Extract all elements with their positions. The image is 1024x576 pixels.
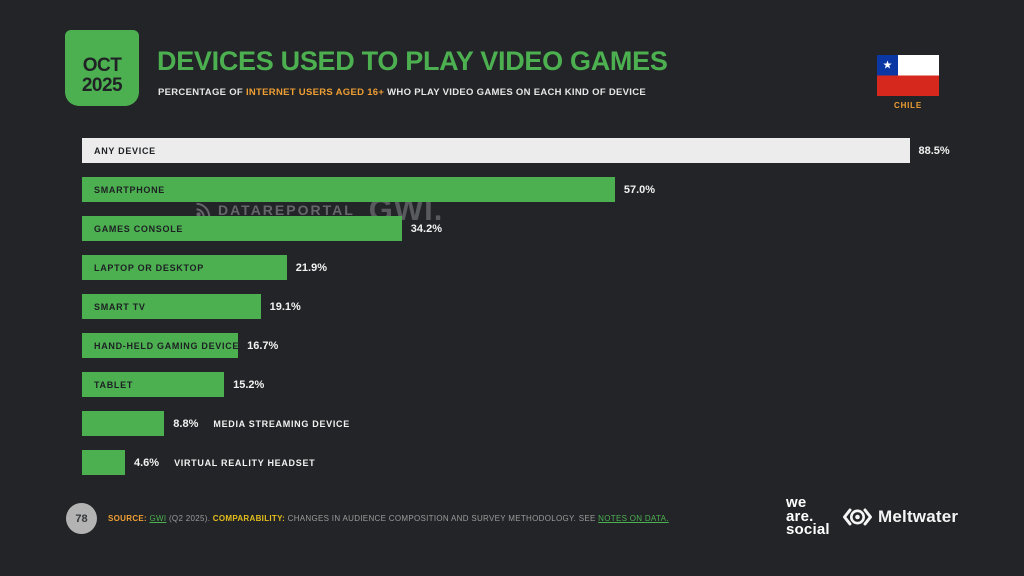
bar: HAND-HELD GAMING DEVICE: [82, 333, 238, 358]
country-label: CHILE: [894, 101, 922, 110]
bar-chart: ANY DEVICE 88.5% SMARTPHONE 57.0% GAMES CONS…: [82, 138, 1017, 489]
meltwater-icon: [843, 508, 872, 526]
bar: LAPTOP OR DESKTOP: [82, 255, 287, 280]
source-detail: (Q2 2025).: [168, 514, 211, 523]
bar-label: ANY DEVICE: [94, 145, 156, 156]
bar-label: VIRTUAL REALITY HEADSET: [174, 457, 316, 468]
wearesocial-line-2: are.: [786, 507, 814, 525]
bar-value: 19.1%: [269, 300, 301, 313]
bar-value: 88.5%: [918, 144, 950, 157]
bar-value: 34.2%: [410, 222, 442, 235]
bar: [82, 450, 125, 475]
bar-row: SMART TV 19.1%: [82, 294, 1017, 319]
bar: SMART TV: [82, 294, 261, 319]
bar-label: MEDIA STREAMING DEVICE: [213, 418, 350, 429]
subtitle: PERCENTAGE OF INTERNET USERS AGED 16+ WH…: [158, 87, 646, 98]
bar-row: LAPTOP OR DESKTOP 21.9%: [82, 255, 1017, 280]
bar-label: TABLET: [94, 379, 134, 390]
we-are-social-logo: we are. social: [786, 494, 830, 538]
bar-value: 21.9%: [295, 261, 327, 274]
comparability-label: COMPARABILITY:: [212, 514, 286, 523]
bar-value: 57.0%: [623, 183, 656, 196]
meltwater-logo: Meltwater: [841, 506, 958, 528]
watermark-brand: DATAREPORTAL: [218, 202, 355, 218]
wearesocial-line-1: we: [786, 494, 807, 511]
subtitle-suffix: WHO PLAY VIDEO GAMES ON EACH KIND OF DEV…: [384, 87, 647, 98]
datareportal-icon: [196, 202, 211, 217]
bar-row: 8.8% MEDIA STREAMING DEVICE: [82, 411, 1017, 436]
subtitle-highlight: INTERNET USERS AGED 16+: [245, 87, 385, 98]
bar: ANY DEVICE: [82, 138, 910, 163]
bar-row: GAMES CONSOLE 34.2%: [82, 216, 1017, 241]
bar-label: LAPTOP OR DESKTOP: [94, 262, 204, 273]
bar: GAMES CONSOLE: [82, 216, 402, 241]
source-link[interactable]: GWI: [149, 514, 167, 523]
chile-flag-icon: [877, 55, 939, 96]
page-title: DEVICES USED TO PLAY VIDEO GAMES: [157, 46, 668, 76]
bar-row: TABLET 15.2%: [82, 372, 1017, 397]
page-number-badge: 78: [66, 503, 97, 534]
bar: TABLET: [82, 372, 225, 397]
notes-on-data-link[interactable]: NOTES ON DATA.: [598, 514, 669, 523]
bar-label: HAND-HELD GAMING DEVICE: [94, 340, 240, 351]
bar: [82, 411, 165, 436]
source-label: SOURCE:: [108, 514, 147, 523]
wearesocial-line-3: social: [786, 521, 830, 538]
meltwater-wordmark: Meltwater: [878, 507, 959, 526]
bar: SMARTPHONE: [82, 177, 615, 202]
date-month: OCT: [82, 55, 122, 76]
bar-label: GAMES CONSOLE: [94, 223, 184, 234]
bar-value: 4.6%: [134, 456, 160, 469]
country-flag-block: CHILE: [877, 55, 939, 110]
bar-label: SMART TV: [94, 301, 146, 312]
bar-value: 16.7%: [247, 339, 279, 352]
bar-value: 15.2%: [233, 378, 265, 391]
bar-row: HAND-HELD GAMING DEVICE 16.7%: [82, 333, 1017, 358]
bar-row: 4.6% VIRTUAL REALITY HEADSET: [82, 450, 1017, 475]
date-year: 2025: [81, 75, 123, 96]
comparability-text: CHANGES IN AUDIENCE COMPOSITION AND SURV…: [287, 514, 596, 523]
subtitle-prefix: PERCENTAGE OF: [158, 87, 246, 98]
bar-label: SMARTPHONE: [94, 184, 166, 195]
bar-row: SMARTPHONE 57.0%: [82, 177, 1017, 202]
date-badge: OCT 2025: [65, 30, 139, 106]
bar-row: ANY DEVICE 88.5%: [82, 138, 1017, 163]
bar-value: 8.8%: [173, 417, 199, 430]
source-note: SOURCE: GWI (Q2 2025). COMPARABILITY: CH…: [108, 514, 669, 523]
